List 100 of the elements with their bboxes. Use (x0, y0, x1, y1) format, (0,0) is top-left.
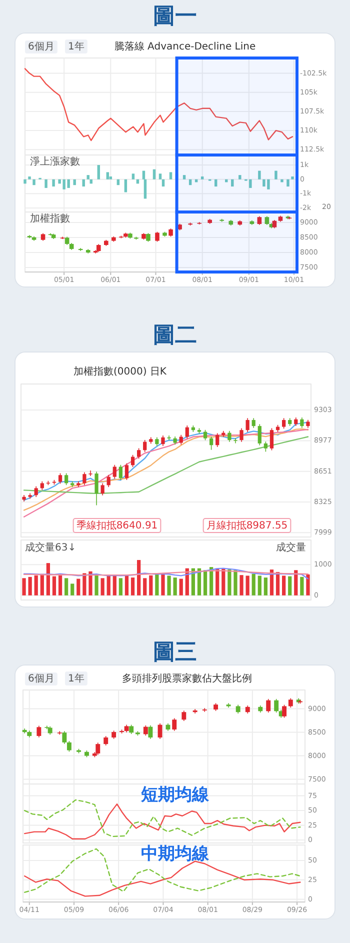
bar (274, 170, 278, 180)
candlestick (143, 440, 147, 452)
bar (46, 563, 50, 596)
candlestick (266, 698, 271, 713)
candlestick (106, 474, 110, 488)
bar (137, 560, 141, 596)
bar (158, 174, 162, 180)
chart-title: 短期均線 (140, 785, 210, 805)
chart-title: 淨上漲家數 (30, 156, 80, 168)
candlestick (130, 454, 135, 468)
bar (280, 179, 284, 182)
text: 圖三 (153, 639, 197, 665)
annotation: 成交量 (276, 542, 306, 554)
bar (64, 578, 68, 596)
bar (58, 575, 62, 596)
candlestick (288, 698, 293, 708)
bar (173, 578, 177, 596)
candlestick (104, 736, 108, 746)
bar (88, 571, 92, 596)
candlestick (203, 429, 208, 441)
candlestick (155, 231, 160, 242)
candlestick (167, 435, 171, 441)
annotation: 月線扣抵8987.55 (206, 520, 288, 532)
text: 6個月 (28, 674, 54, 684)
bar (294, 570, 298, 596)
bar (238, 175, 242, 180)
bar (86, 175, 90, 180)
candlestick (137, 448, 141, 460)
bar (291, 176, 294, 180)
candlestick (94, 471, 98, 506)
text: 1年 (68, 672, 84, 684)
candlestick (264, 441, 268, 452)
bar (94, 574, 98, 596)
bar (100, 578, 104, 596)
bar (76, 578, 80, 596)
bar (155, 573, 159, 596)
bar (214, 179, 218, 187)
bar (169, 172, 172, 180)
bar (203, 570, 208, 596)
bar (143, 578, 147, 596)
candlestick (82, 472, 86, 486)
candlestick (112, 464, 116, 480)
candlestick (100, 482, 104, 496)
bar (82, 179, 85, 187)
bar (200, 176, 204, 180)
bar (264, 578, 268, 596)
bar (210, 567, 214, 596)
candlestick (258, 424, 262, 446)
chart-title: 成交量63↓ (25, 542, 76, 554)
bar (252, 574, 256, 596)
candlestick (62, 730, 67, 744)
candlestick (143, 724, 148, 736)
candlestick (216, 432, 220, 448)
candlestick (270, 428, 274, 451)
candlestick (300, 417, 304, 428)
bar (118, 578, 122, 596)
line-series (24, 860, 301, 897)
candlestick (66, 740, 72, 752)
bar (24, 179, 26, 184)
bar (167, 576, 171, 596)
chart-title: 加權指數(0000) 日K (74, 366, 167, 378)
bar (130, 578, 135, 596)
bar (124, 575, 129, 596)
chart-title: 多頭排列股票家數佔大盤比例 (122, 672, 252, 684)
bar (28, 576, 32, 596)
bar (182, 175, 186, 180)
bar (132, 174, 135, 180)
candlestick (161, 435, 165, 446)
bar (112, 576, 116, 596)
bar (82, 573, 86, 596)
candlestick (36, 725, 42, 738)
bar (258, 170, 261, 180)
annotation: 季線扣抵8640.91 (76, 520, 158, 532)
text: 圖一 (153, 3, 197, 29)
candlestick (282, 704, 287, 718)
bar (197, 568, 202, 596)
candlestick (58, 472, 62, 484)
candlestick (124, 462, 129, 480)
candlestick (64, 472, 68, 486)
candlestick (252, 418, 256, 428)
candlestick (148, 724, 153, 740)
chart-title: 中期均線 (141, 844, 210, 864)
candlestick (274, 698, 279, 713)
candlestick (240, 428, 244, 442)
text: 6個月 (28, 42, 54, 52)
line-series (24, 68, 294, 142)
candlestick (185, 425, 189, 440)
text: 圖二 (153, 322, 197, 348)
candlestick (96, 742, 100, 756)
bar (288, 576, 292, 596)
candlestick (234, 438, 238, 444)
bar (28, 176, 31, 180)
candlestick (118, 464, 122, 480)
bar (106, 576, 110, 596)
line-series (23, 568, 309, 580)
bar (44, 179, 48, 188)
candlestick (88, 470, 92, 476)
candlestick (57, 730, 62, 736)
bar (149, 575, 153, 596)
bar (22, 578, 26, 596)
